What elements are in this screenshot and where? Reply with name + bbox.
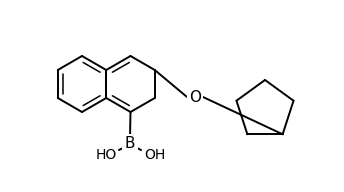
Text: OH: OH (144, 148, 166, 162)
Text: HO: HO (95, 148, 117, 162)
Text: B: B (125, 137, 135, 151)
Text: O: O (189, 89, 201, 104)
